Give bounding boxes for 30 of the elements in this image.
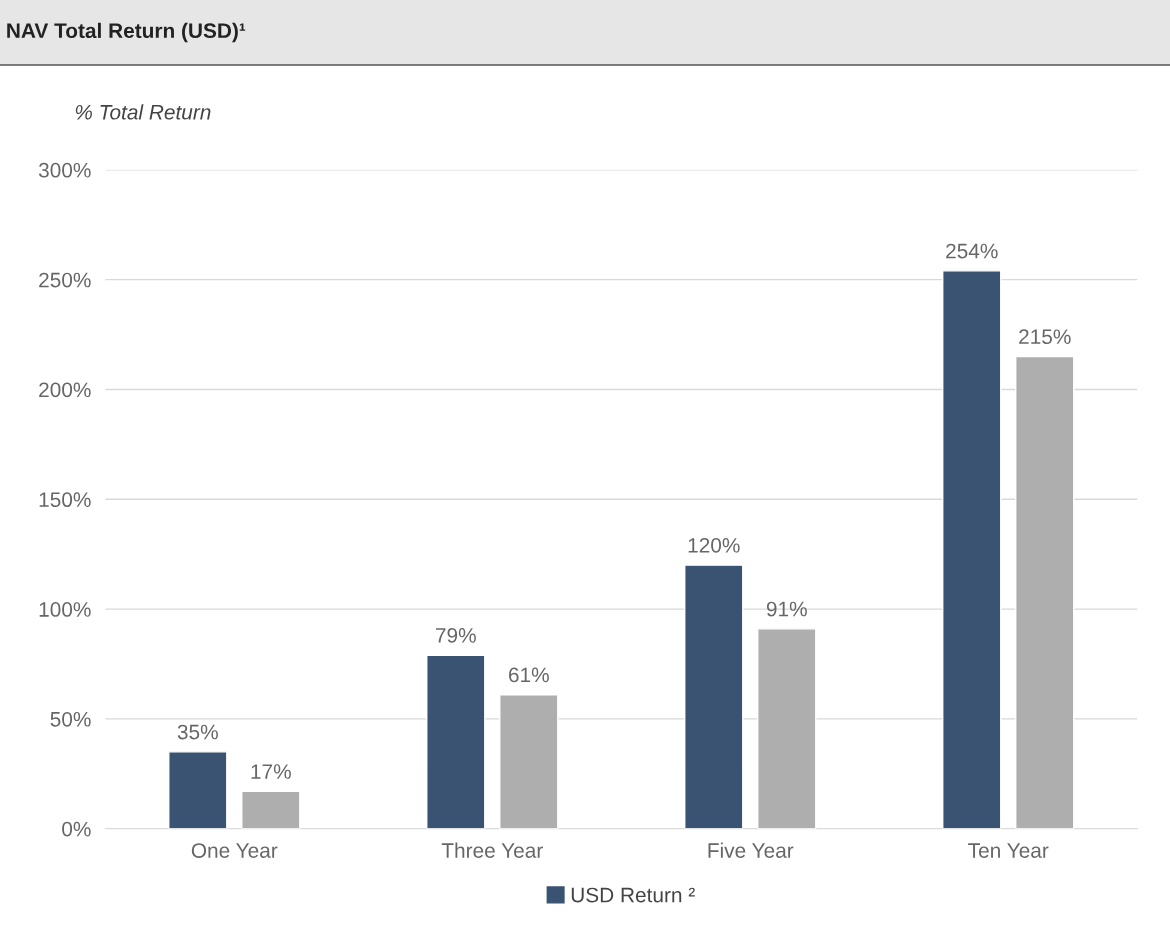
data-label: 61%: [508, 667, 549, 683]
bar: [499, 694, 559, 829]
y-tick-label: 200%: [39, 382, 91, 398]
chart-title: NAV Total Return (USD)¹: [7, 22, 246, 43]
y-axis-title: % Total Return: [75, 104, 211, 120]
bar: [757, 628, 817, 829]
data-label: 254%: [946, 243, 998, 259]
bar: [684, 564, 744, 829]
y-tick-label: 0%: [62, 821, 91, 837]
y-tick-label: 100%: [39, 602, 91, 617]
data-label: 17%: [251, 764, 291, 779]
data-label: 215%: [1019, 329, 1071, 345]
y-tick-label: 300%: [38, 162, 91, 178]
data-label: 91%: [766, 601, 807, 617]
bar: [1015, 355, 1075, 829]
bar: [426, 654, 486, 829]
bar: [168, 751, 228, 829]
x-tick-label: One Year: [191, 843, 278, 858]
bar: [241, 790, 301, 829]
bar: [942, 270, 1002, 829]
data-label: 79%: [435, 628, 476, 643]
data-label: 120%: [688, 537, 740, 553]
legend-label: USD Return ²: [571, 887, 695, 903]
y-tick-label: 50%: [50, 711, 91, 727]
data-label: 35%: [177, 724, 218, 740]
x-tick-label: Ten Year: [968, 843, 1049, 858]
y-tick-label: 150%: [39, 492, 91, 508]
x-tick-label: Five Year: [708, 842, 794, 858]
y-tick-label: 250%: [39, 272, 91, 288]
x-tick-label: Three Year: [441, 842, 543, 858]
